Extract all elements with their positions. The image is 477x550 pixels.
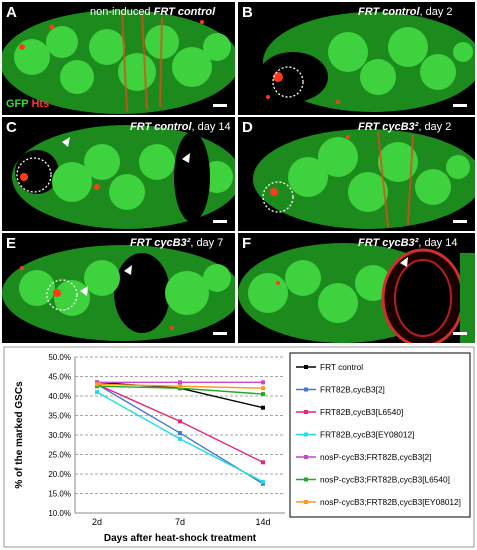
y-tick-label: 30.0%: [48, 431, 71, 440]
panel-caption: non-induced FRT control: [90, 6, 216, 18]
legend-entry: nosP-cycB3;FRT82B,cycB3[EY08012]: [320, 497, 461, 507]
scale-bar: [453, 332, 467, 335]
legend-entry: FRT82B,cycB3[L6540]: [320, 407, 403, 417]
legend-marker: [304, 477, 308, 482]
legend-entry: nosP-cycB3;FRT82B,cycB3[2]: [320, 452, 431, 462]
y-axis-label: % of the marked GSCs: [14, 381, 25, 489]
y-tick-label: 15.0%: [48, 490, 71, 499]
data-point: [95, 382, 99, 387]
data-point: [261, 392, 265, 397]
data-point: [95, 390, 99, 395]
panel-letter: C: [6, 119, 17, 136]
gfp-label: GFP: [6, 98, 29, 110]
scale-bar: [213, 104, 227, 107]
panel-caption: FRT cycB3², day 2: [358, 121, 452, 133]
data-point: [178, 436, 182, 441]
x-axis-label: Days after heat-shock treatment: [104, 533, 257, 544]
scale-bar: [453, 104, 467, 107]
panel-caption: FRT cycB3², day 7: [130, 237, 224, 249]
data-point: [178, 431, 182, 436]
data-point: [261, 405, 265, 410]
panel-letter: A: [6, 4, 17, 21]
line-chart: 10.0% 15.0% 20.0% 25.0% 30.0% 35.0% 40.0% 45.0%…: [3, 346, 475, 548]
panel-letter: E: [6, 235, 17, 252]
scale-bar: [213, 220, 227, 223]
x-tick-label: 2d: [92, 517, 102, 527]
egg-chamber-image: [258, 12, 475, 112]
data-point: [261, 479, 265, 484]
legend-entry: FRT82B,cycB3[EY08012]: [320, 430, 414, 440]
legend-marker: [304, 455, 308, 459]
legend-entry: nosP-cycB3;FRT82B,cycB3[L6540]: [320, 475, 450, 485]
egg-chamber-image: [12, 125, 235, 229]
egg-chamber-image: [253, 129, 475, 229]
micrograph-panel-f: F FRT cycB3², day 14: [238, 233, 475, 343]
legend-entry: FRT82B,cycB3[2]: [320, 385, 385, 395]
data-point: [261, 380, 265, 385]
panel-letter: D: [242, 119, 253, 136]
legend-marker: [304, 387, 308, 392]
micrograph-panel-c: C FRT control, day 14: [2, 117, 235, 231]
legend-entry: FRT control: [320, 362, 363, 372]
egg-chamber-image: [2, 10, 235, 114]
scale-bar: [453, 220, 467, 223]
legend-marker: [304, 410, 308, 414]
legend-box: [289, 352, 471, 518]
micrograph-panel-a: A non-induced FRT control GFP Hts: [2, 2, 235, 115]
y-tick-label: 45.0%: [48, 373, 71, 382]
micrograph-panel-b: B FRT control, day 2: [238, 2, 475, 115]
y-tick-label: 10.0%: [48, 509, 71, 518]
panel-caption: FRT cycB3², day 14: [358, 237, 458, 249]
panel-caption: FRT control, day 2: [358, 6, 453, 18]
stain-legend: GFP Hts: [6, 98, 49, 110]
scale-bar: [213, 332, 227, 335]
egg-chamber-image: [238, 243, 475, 343]
y-tick-label: 20.0%: [48, 470, 71, 479]
legend-marker: [304, 365, 308, 369]
data-point: [178, 380, 182, 385]
y-tick-label: 35.0%: [48, 412, 71, 421]
x-tick-label: 7d: [175, 517, 185, 527]
egg-chamber-image: [2, 245, 235, 341]
data-point: [261, 386, 265, 391]
micrograph-panel-d: D FRT cycB3², day 2: [238, 117, 475, 231]
data-point: [178, 384, 182, 389]
y-tick-label: 40.0%: [48, 392, 71, 401]
micrograph-panel-e: E FRT cycB3², day 7: [2, 233, 235, 343]
y-tick-label: 25.0%: [48, 451, 71, 460]
legend-marker: [304, 500, 308, 504]
x-tick-label: 14d: [255, 517, 270, 527]
hts-label: Hts: [31, 98, 50, 110]
data-point: [261, 460, 265, 465]
panel-caption: FRT control, day 14: [130, 121, 231, 133]
data-point: [178, 419, 182, 424]
legend-marker: [304, 432, 308, 437]
y-tick-label: 50.0%: [48, 353, 71, 362]
panel-letter: B: [242, 4, 253, 21]
panel-letter: F: [242, 235, 252, 252]
